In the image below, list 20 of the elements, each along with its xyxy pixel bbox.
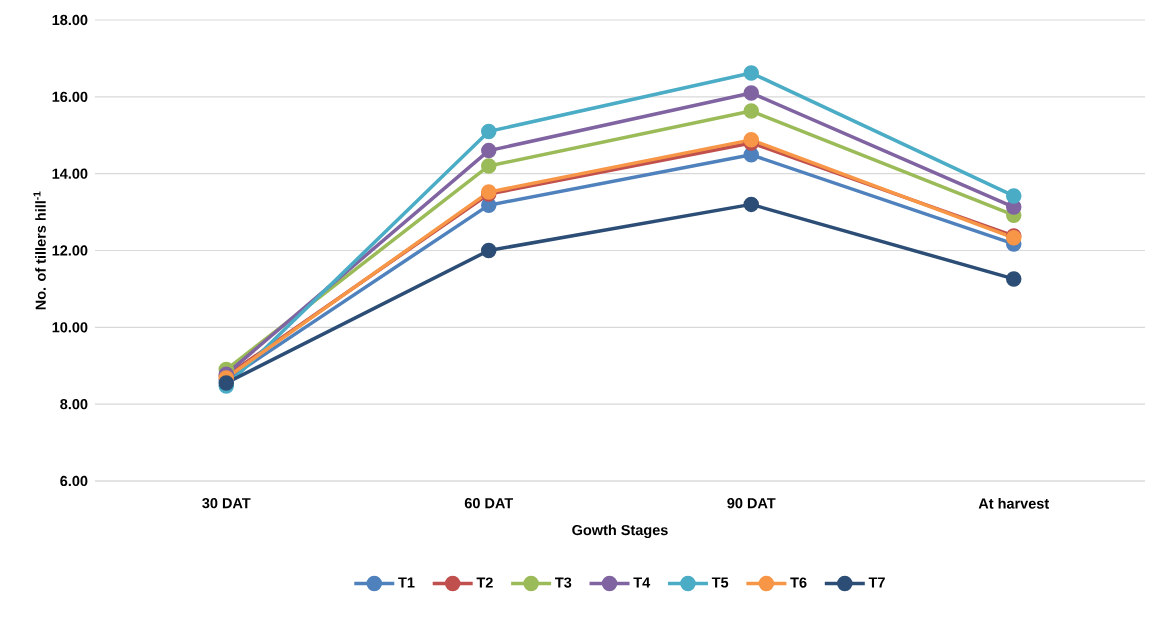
y-tick-label: 12.00 bbox=[52, 245, 88, 256]
x-axis-title: Gowth Stages bbox=[572, 524, 668, 539]
y-tick-label: 10.00 bbox=[52, 322, 88, 333]
legend-label: T6 bbox=[790, 577, 807, 588]
x-tick-label: 30 DAT bbox=[202, 498, 251, 509]
legend-label: T3 bbox=[555, 577, 572, 588]
legend-label: T7 bbox=[868, 577, 885, 588]
legend-label: T2 bbox=[476, 577, 493, 588]
legend-label: T4 bbox=[633, 577, 651, 588]
legend-label: T5 bbox=[711, 577, 729, 588]
y-axis-title: No. of tillers hill$^{-1}$ bbox=[33, 191, 46, 310]
y-tick-label: 6.00 bbox=[60, 475, 88, 487]
x-tick-label: At harvest bbox=[978, 498, 1049, 509]
y-tick-label: 18.00 bbox=[52, 14, 88, 26]
x-tick-label: 60 DAT bbox=[464, 498, 514, 509]
y-tick-label: 14.00 bbox=[52, 168, 88, 179]
x-tick-label: 90 DAT bbox=[727, 498, 776, 509]
legend-label: T1 bbox=[398, 577, 415, 588]
y-tick-label: 8.00 bbox=[60, 399, 88, 410]
y-tick-label: 16.00 bbox=[52, 91, 88, 102]
